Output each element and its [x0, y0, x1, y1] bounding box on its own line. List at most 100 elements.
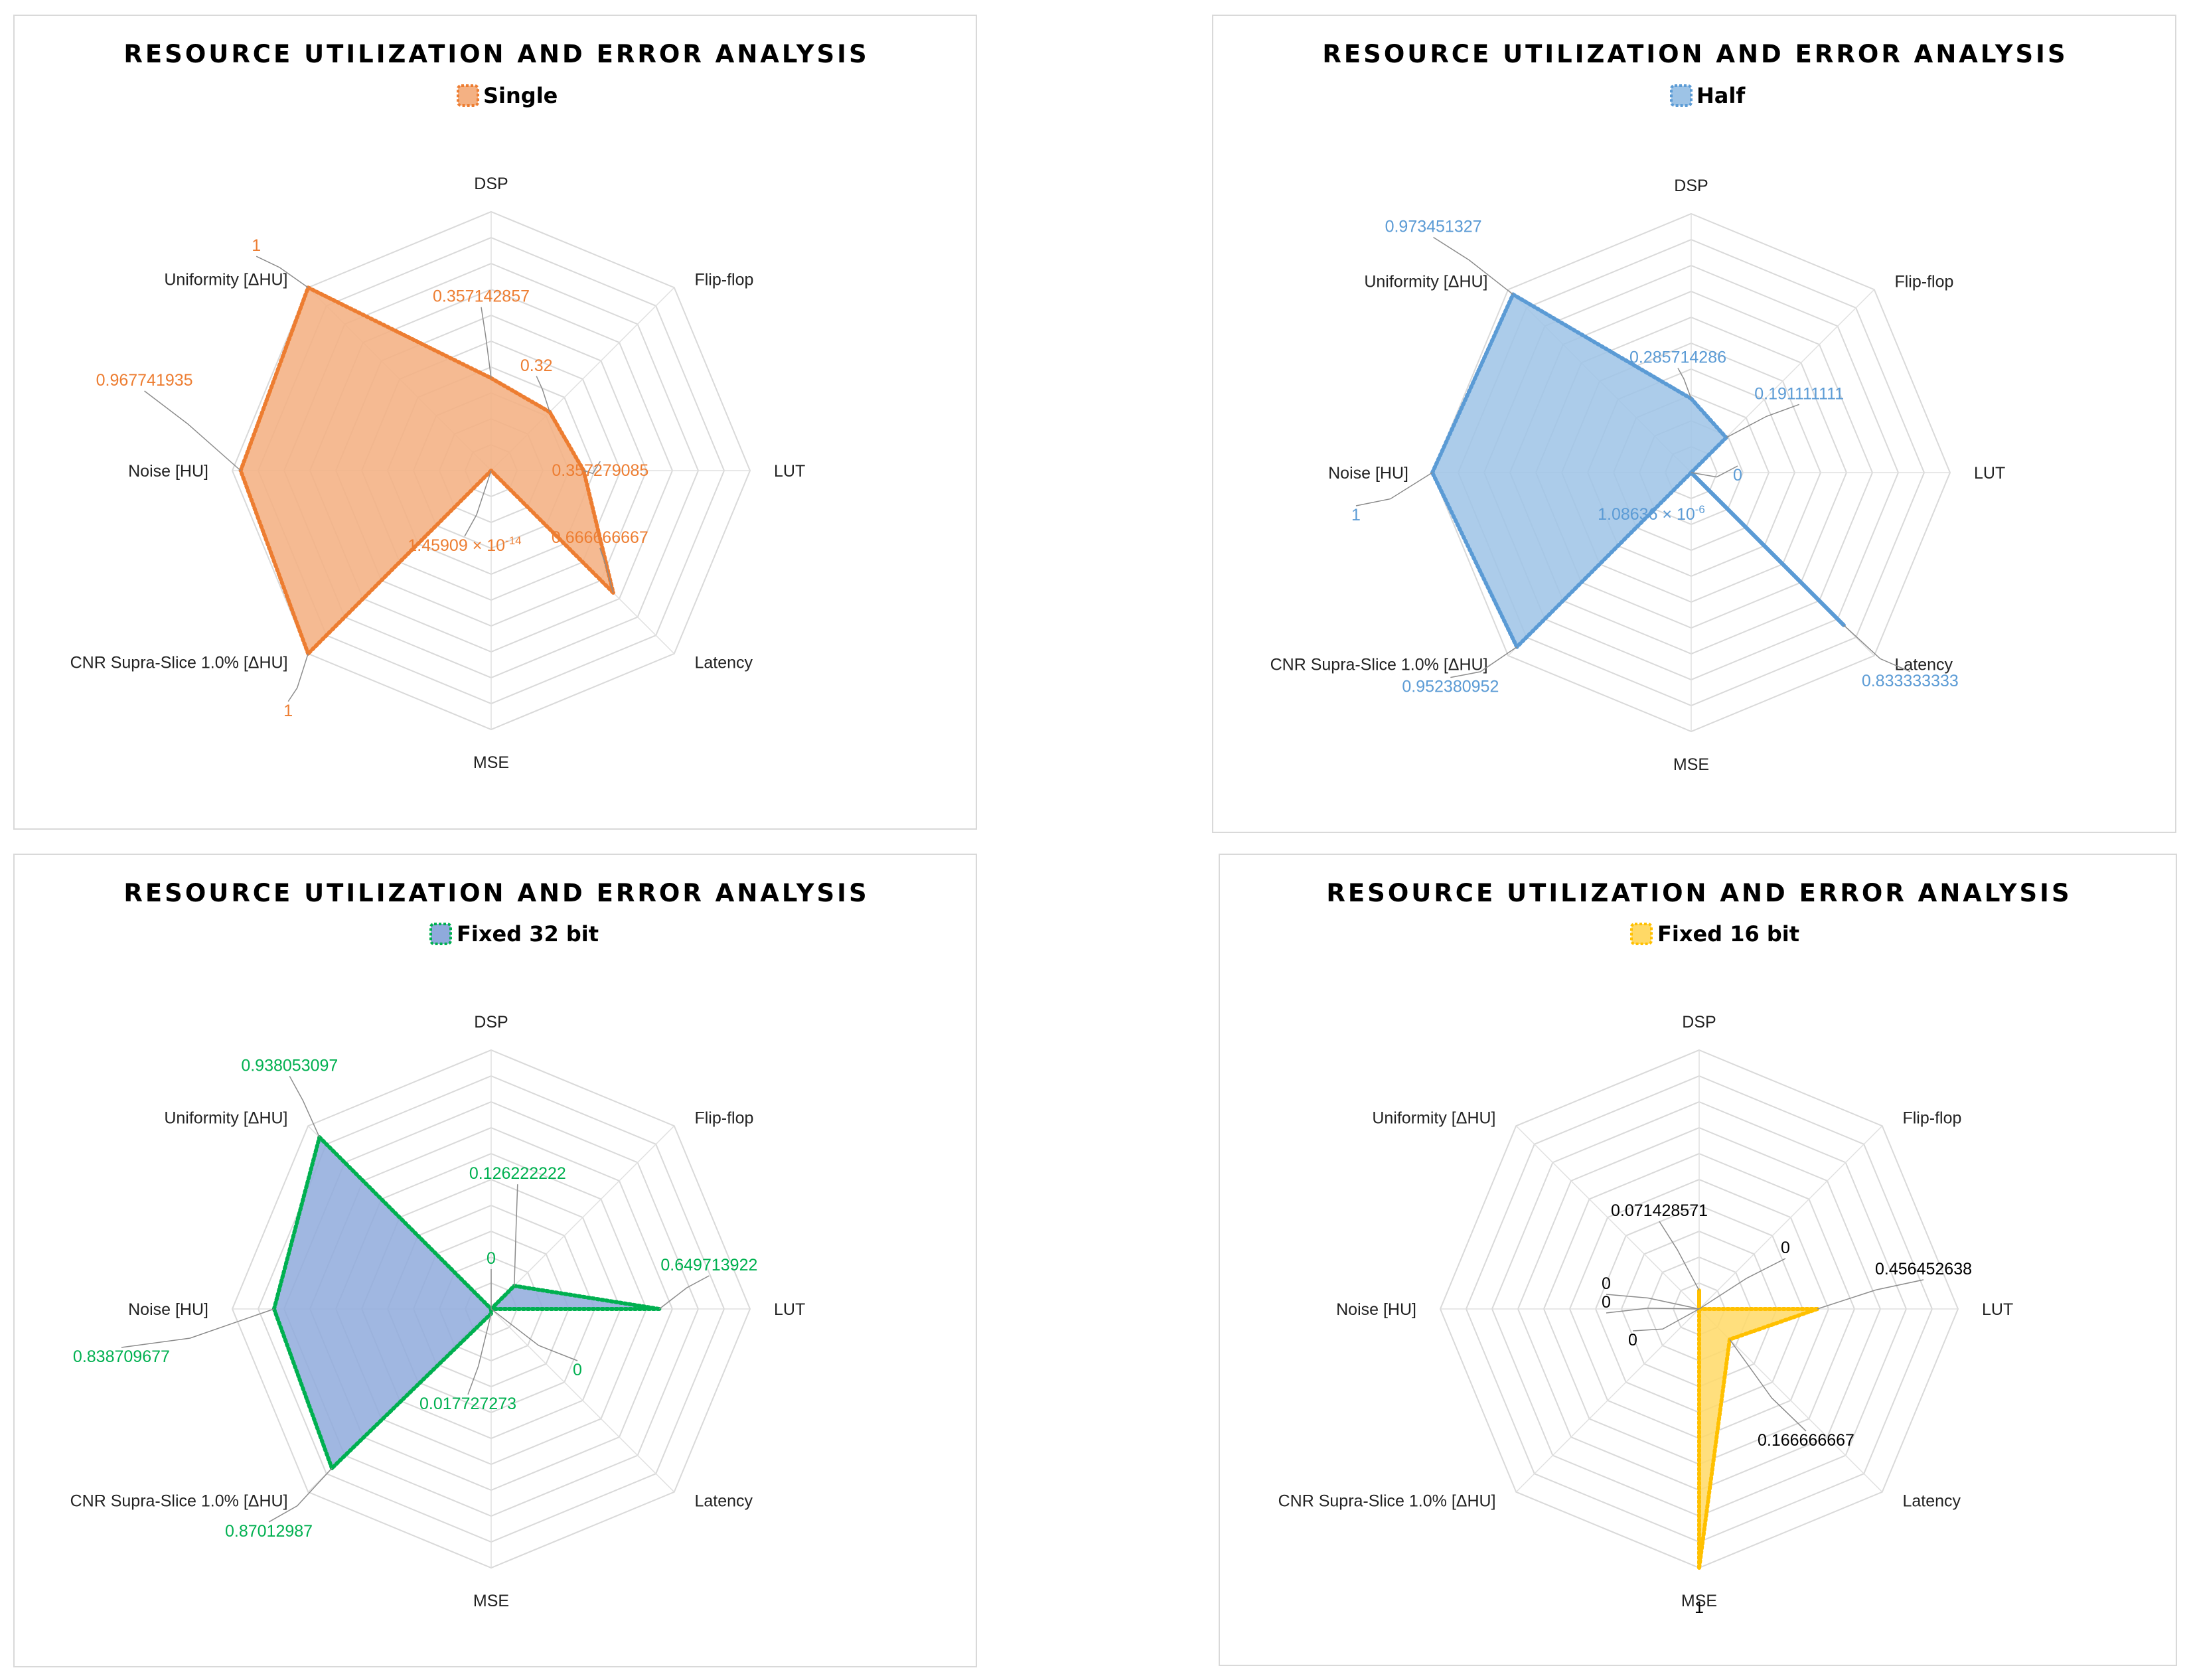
data-label: 0.973451327 [1385, 218, 1482, 236]
spoke [490, 1125, 675, 1310]
legend-label: Half [1697, 83, 1746, 108]
axis-label: CNR Supra-Slice 1.0% [ΔHU] [70, 1491, 288, 1510]
leader-line [1726, 404, 1799, 438]
axis-label: Uniformity [ΔHU] [1372, 1109, 1495, 1128]
legend-swatch [1630, 923, 1653, 945]
series-line [306, 285, 493, 380]
leader-line [464, 470, 492, 537]
chart-title: RESOURCE UTILIZATION AND ERROR ANALYSIS [1326, 879, 2072, 907]
data-label: 0.833333333 [1862, 672, 1959, 690]
axis-label: Uniformity [ΔHU] [1364, 273, 1487, 291]
data-label: 1.08636 × 10-6 [1598, 503, 1705, 524]
series-line [512, 1284, 662, 1311]
radar-chart-fixed-32: RESOURCE UTILIZATION AND ERROR ANALYSIS … [13, 854, 977, 1667]
axis-label: Noise [HU] [1336, 1300, 1416, 1319]
data-label: 0.126222222 [469, 1164, 566, 1183]
chart-title: RESOURCE UTILIZATION AND ERROR ANALYSIS [123, 40, 869, 68]
axis-label: CNR Supra-Slice 1.0% [ΔHU] [1270, 655, 1488, 674]
series-line [489, 469, 615, 595]
series-line [489, 376, 552, 414]
legend-label: Single [483, 83, 558, 108]
leader-line [1606, 1294, 1700, 1310]
data-label: 0.456452638 [1875, 1260, 1972, 1278]
leader-line [1606, 1308, 1700, 1314]
series-line [330, 1311, 493, 1470]
leader-line [256, 256, 309, 288]
series-line [1689, 435, 1728, 475]
series-line [317, 1135, 493, 1311]
data-label: 1 [283, 702, 293, 720]
series-line [548, 410, 586, 473]
series-area [273, 1137, 660, 1468]
axis-label: Uniformity [ΔHU] [164, 1109, 287, 1128]
series-line [1430, 292, 1515, 475]
data-label: 0 [487, 1249, 496, 1268]
axis-label: MSE [1681, 1592, 1717, 1610]
radar-svg-fixed-16: RESOURCE UTILIZATION AND ERROR ANALYSIS … [1278, 879, 2072, 1617]
data-label: 0 [1602, 1293, 1611, 1312]
data-label: 0.938053097 [241, 1056, 338, 1075]
series-line [1511, 292, 1693, 401]
series-line [1430, 471, 1519, 649]
leader-line [467, 1313, 492, 1395]
spoke [490, 1308, 675, 1493]
chart-title: RESOURCE UTILIZATION AND ERROR ANALYSIS [1322, 40, 2068, 68]
radar-svg-single: RESOURCE UTILIZATION AND ERROR ANALYSIS … [70, 40, 869, 772]
axis-label: Flip-flop [1902, 1109, 1961, 1128]
data-label: 1 [252, 236, 261, 255]
leader-line [1677, 368, 1692, 399]
axis-label: DSP [1674, 177, 1708, 195]
leader-line [481, 307, 492, 378]
axis-label: DSP [474, 175, 508, 193]
axis-label: DSP [474, 1013, 508, 1031]
series-area [1432, 294, 1844, 647]
leader-line [144, 390, 242, 471]
series-line [1727, 1307, 1820, 1341]
leader-line [599, 548, 614, 593]
data-label: 0 [573, 1361, 582, 1379]
data-label: 0.666666667 [552, 528, 648, 547]
legend-label: Fixed 32 bit [457, 921, 599, 947]
radar-svg-half: RESOURCE UTILIZATION AND ERROR ANALYSIS … [1270, 40, 2068, 774]
leader-line [490, 1308, 578, 1361]
series-line [238, 469, 311, 656]
data-label: 0.838709677 [73, 1347, 170, 1366]
series-line [306, 469, 493, 656]
axis-label: MSE [473, 753, 509, 772]
axis-label: LUT [774, 462, 805, 481]
leader-line [1355, 472, 1433, 506]
leader-line [1450, 647, 1517, 678]
series-area [240, 287, 613, 654]
leader-line [536, 376, 550, 412]
series-line [238, 285, 311, 473]
axis-label: Noise [HU] [128, 462, 208, 481]
axis-label: CNR Supra-Slice 1.0% [ΔHU] [70, 653, 288, 672]
series-area [1699, 1290, 1818, 1568]
legend-label: Fixed 16 bit [1657, 921, 1799, 947]
data-label: 0.87012987 [225, 1522, 313, 1541]
data-label: 1.45909 × 10-14 [408, 534, 521, 555]
leader-line [287, 653, 309, 702]
radar-chart-half: RESOURCE UTILIZATION AND ERROR ANALYSIS … [1212, 15, 2176, 833]
data-label: 0.967741935 [96, 371, 193, 390]
axis-label: Flip-flop [694, 1109, 753, 1128]
data-label: 0.166666667 [1758, 1431, 1854, 1450]
series-line [1697, 1337, 1732, 1570]
axis-label: LUT [1974, 464, 2005, 483]
axis-label: Noise [HU] [1328, 464, 1408, 483]
spoke [1515, 1308, 1700, 1493]
leader-line [1843, 625, 1911, 672]
radar-svg-fixed-32: RESOURCE UTILIZATION AND ERROR ANALYSIS … [70, 879, 867, 1610]
leader-line [268, 1468, 333, 1523]
axis-label: Flip-flop [1894, 273, 1953, 291]
data-label: 0.357279085 [552, 461, 648, 480]
leader-line [121, 1308, 275, 1348]
axis-label: Uniformity [ΔHU] [164, 271, 287, 289]
spoke [1698, 1125, 1883, 1310]
leader-line [1691, 465, 1738, 478]
leader-line [289, 1075, 320, 1138]
data-label: 0 [1628, 1331, 1637, 1349]
series-line [1689, 396, 1728, 440]
axis-label: MSE [473, 1592, 509, 1610]
data-label: 0.32 [520, 356, 553, 375]
